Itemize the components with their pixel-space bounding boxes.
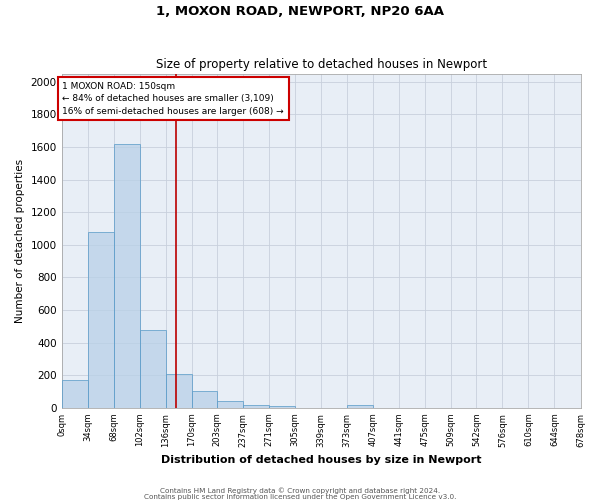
Bar: [166, 374, 191, 408]
Bar: [140, 330, 166, 408]
Bar: [217, 402, 243, 408]
Bar: [88, 232, 113, 408]
Bar: [269, 406, 295, 408]
Y-axis label: Number of detached properties: Number of detached properties: [15, 158, 25, 322]
Text: 1, MOXON ROAD, NEWPORT, NP20 6AA: 1, MOXON ROAD, NEWPORT, NP20 6AA: [156, 5, 444, 18]
Bar: [192, 390, 217, 408]
Bar: [243, 404, 269, 408]
Bar: [347, 404, 373, 408]
Bar: [114, 144, 140, 408]
Text: 1 MOXON ROAD: 150sqm
← 84% of detached houses are smaller (3,109)
16% of semi-de: 1 MOXON ROAD: 150sqm ← 84% of detached h…: [62, 82, 284, 116]
Title: Size of property relative to detached houses in Newport: Size of property relative to detached ho…: [155, 58, 487, 71]
Text: Contains HM Land Registry data © Crown copyright and database right 2024.: Contains HM Land Registry data © Crown c…: [160, 487, 440, 494]
X-axis label: Distribution of detached houses by size in Newport: Distribution of detached houses by size …: [161, 455, 481, 465]
Text: Contains public sector information licensed under the Open Government Licence v3: Contains public sector information licen…: [144, 494, 456, 500]
Bar: [62, 380, 88, 408]
